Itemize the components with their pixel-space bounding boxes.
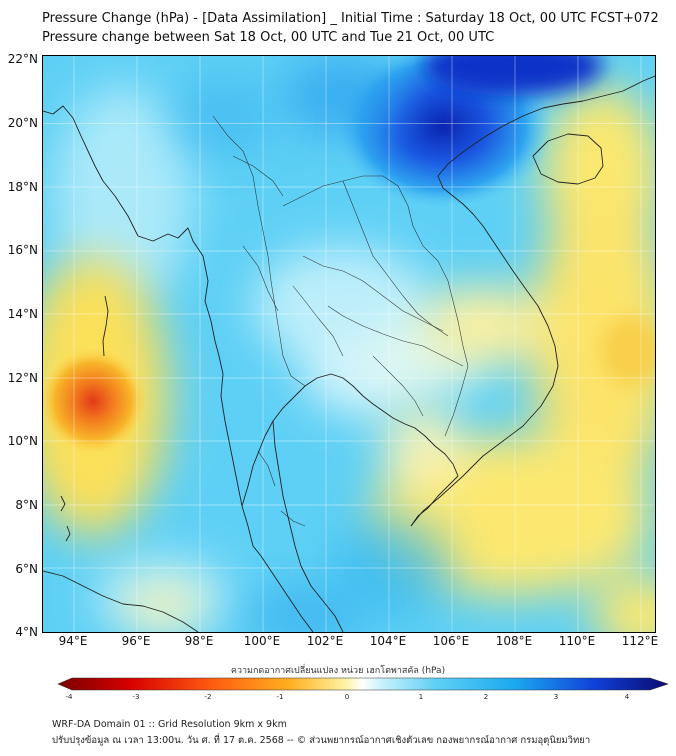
pressure-change-map (42, 55, 656, 633)
colorbar-tick: 3 (553, 693, 559, 701)
map-title: Pressure Change (hPa) - [Data Assimilati… (42, 11, 659, 26)
lat-label-22: 22°N (7, 52, 38, 66)
lon-label-106: 106°E (432, 634, 470, 648)
colorbar-tick: 4 (624, 693, 630, 701)
graticule (43, 56, 655, 632)
coastlines (43, 75, 655, 632)
map-canvas (43, 56, 655, 632)
footer-credit: ปรับปรุงข้อมูล ณ เวลา 13:00น. วัน ศ. ที่… (52, 735, 591, 746)
lat-label-20: 20°N (7, 116, 38, 130)
map-subtitle: Pressure change between Sat 18 Oct, 00 U… (42, 30, 495, 45)
lat-label-14: 14°N (7, 307, 38, 321)
lon-label-108: 108°E (495, 634, 533, 648)
colorbar-tick: 2 (483, 693, 489, 701)
lat-label-18: 18°N (7, 180, 38, 194)
lat-label-12: 12°N (7, 371, 38, 385)
colorbar-tick: -1 (276, 693, 284, 701)
footer-model-info: WRF-DA Domain 01 :: Grid Resolution 9km … (52, 719, 287, 730)
lat-label-8: 8°N (15, 498, 38, 512)
colorbar-tick: 0 (344, 693, 350, 701)
pressure-field (43, 56, 655, 632)
lon-label-100: 100°E (243, 634, 281, 648)
borders (212, 115, 469, 527)
colorbar-tick: -4 (65, 693, 73, 701)
colorbar-tick: -2 (204, 693, 212, 701)
colorbar (57, 677, 669, 691)
lon-label-96: 96°E (121, 634, 151, 648)
lon-label-98: 98°E (184, 634, 214, 648)
lon-label-94: 94°E (58, 634, 88, 648)
lon-label-112: 112°E (621, 634, 659, 648)
colorbar-label: ความกดอากาศเปลี่ยนแปลง หน่วย เฮกโตพาสคัล… (230, 666, 446, 676)
colorbar-tick: 1 (418, 693, 424, 701)
colorbar-tick: -3 (132, 693, 140, 701)
lat-label-10: 10°N (7, 434, 38, 448)
lat-label-6: 6°N (15, 562, 38, 576)
lon-label-102: 102°E (306, 634, 344, 648)
lon-label-110: 110°E (558, 634, 596, 648)
lat-label-4: 4°N (15, 625, 38, 639)
lon-label-104: 104°E (369, 634, 407, 648)
lat-label-16: 16°N (7, 243, 38, 257)
